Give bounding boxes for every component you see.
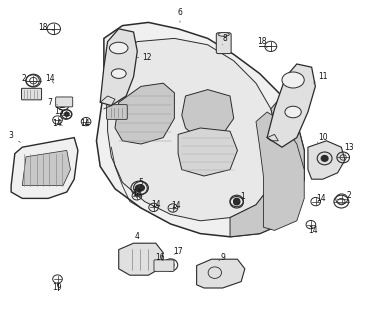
FancyBboxPatch shape: [216, 33, 231, 53]
Polygon shape: [267, 64, 315, 147]
Text: 13: 13: [344, 143, 354, 152]
Circle shape: [138, 185, 144, 191]
Text: 14: 14: [132, 189, 142, 198]
Text: 4: 4: [135, 232, 140, 241]
Polygon shape: [256, 112, 304, 230]
Polygon shape: [108, 38, 278, 221]
FancyBboxPatch shape: [106, 105, 127, 119]
FancyBboxPatch shape: [154, 260, 174, 271]
Text: 18: 18: [38, 23, 47, 32]
Circle shape: [234, 200, 240, 205]
Ellipse shape: [285, 106, 301, 118]
Ellipse shape: [282, 72, 304, 88]
Text: 6: 6: [177, 8, 183, 17]
Circle shape: [135, 185, 143, 191]
Text: 14: 14: [316, 194, 326, 203]
Polygon shape: [178, 128, 237, 176]
Polygon shape: [119, 243, 163, 275]
Ellipse shape: [111, 69, 126, 78]
Polygon shape: [182, 90, 234, 138]
Polygon shape: [308, 141, 345, 179]
Text: 15: 15: [55, 108, 64, 116]
Text: 14: 14: [45, 74, 55, 83]
Text: 8: 8: [222, 34, 227, 43]
Circle shape: [321, 156, 328, 161]
Text: 3: 3: [9, 132, 14, 140]
Text: 14: 14: [151, 200, 161, 209]
Polygon shape: [197, 259, 245, 288]
Text: 19: 19: [53, 284, 62, 292]
Circle shape: [167, 262, 174, 268]
Text: 14: 14: [171, 201, 181, 210]
Text: 5: 5: [138, 178, 144, 187]
Polygon shape: [100, 29, 137, 106]
Polygon shape: [230, 96, 304, 237]
Text: 14: 14: [309, 226, 318, 235]
Text: 2: 2: [22, 74, 26, 83]
Polygon shape: [22, 150, 70, 186]
Text: 14: 14: [53, 119, 62, 128]
Text: 9: 9: [220, 253, 225, 262]
Text: 18: 18: [257, 37, 266, 46]
Circle shape: [65, 112, 69, 116]
Text: 2: 2: [347, 191, 351, 200]
Text: 10: 10: [318, 133, 328, 142]
Text: 16: 16: [155, 253, 164, 262]
Text: 7: 7: [47, 98, 53, 107]
Text: 12: 12: [142, 53, 151, 62]
Circle shape: [234, 198, 240, 204]
Text: 1: 1: [241, 192, 245, 201]
Text: 14: 14: [81, 119, 90, 128]
Text: 17: 17: [173, 247, 183, 256]
FancyBboxPatch shape: [22, 88, 42, 100]
FancyBboxPatch shape: [56, 97, 73, 107]
Ellipse shape: [218, 33, 229, 36]
Polygon shape: [96, 22, 304, 237]
Ellipse shape: [109, 42, 128, 54]
Polygon shape: [115, 83, 174, 144]
Text: 11: 11: [318, 72, 328, 81]
Polygon shape: [11, 138, 78, 198]
Circle shape: [60, 103, 66, 107]
